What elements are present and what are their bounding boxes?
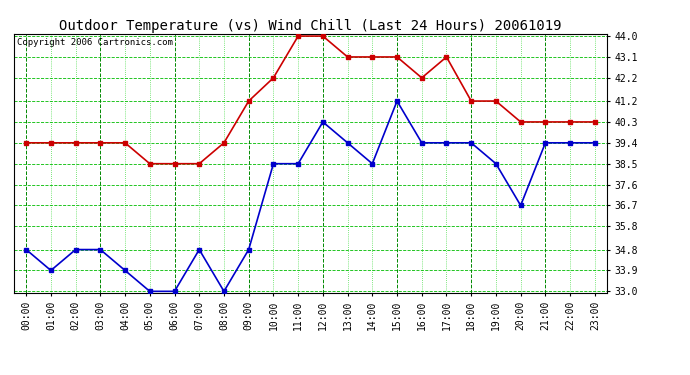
Title: Outdoor Temperature (vs) Wind Chill (Last 24 Hours) 20061019: Outdoor Temperature (vs) Wind Chill (Las… bbox=[59, 19, 562, 33]
Text: Copyright 2006 Cartronics.com: Copyright 2006 Cartronics.com bbox=[17, 38, 172, 46]
